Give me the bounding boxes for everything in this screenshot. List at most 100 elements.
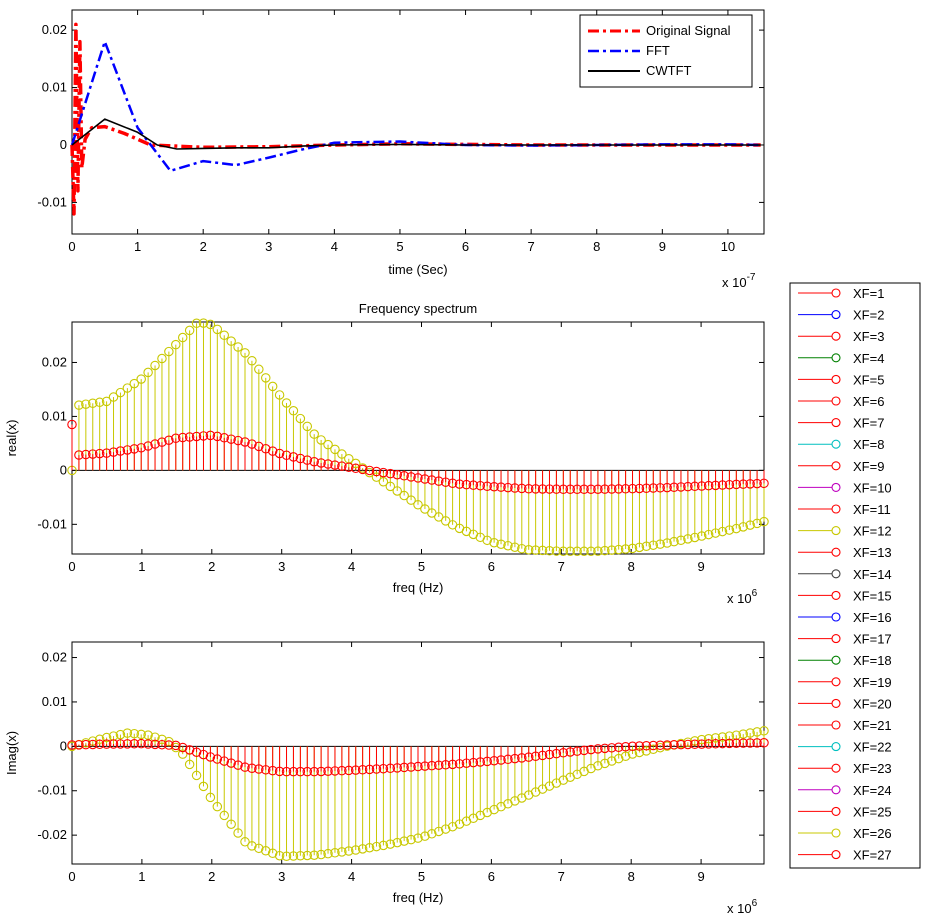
series-group (67, 726, 769, 862)
real-spectrum-plot: Frequency spectrum 0 1 2 3 4 5 6 7 8 9-0.0100.010… (4, 301, 769, 606)
stem-marker (475, 757, 486, 767)
y-tick-label: 0.02 (42, 354, 67, 369)
legend-entry-xf-21: XF=21 (798, 718, 892, 733)
legend-label-fft: FFT (646, 43, 670, 58)
legend-label: XF=17 (853, 632, 892, 647)
stem-marker (683, 481, 693, 492)
stem-marker (115, 729, 126, 740)
stem-marker (510, 483, 520, 493)
x-tick-label: 6 (488, 559, 495, 574)
stem-marker (496, 539, 506, 549)
stem-marker (254, 843, 264, 854)
stem-marker (226, 434, 236, 444)
stem-marker (94, 448, 105, 459)
stem-marker (115, 739, 126, 749)
stem-marker (267, 381, 278, 392)
stem-marker (122, 383, 133, 393)
stem-marker (703, 529, 714, 540)
stem-marker (475, 480, 486, 491)
stem-marker (759, 738, 769, 748)
stem-marker (281, 450, 292, 461)
stem-marker (226, 819, 236, 829)
stem-marker (330, 460, 340, 470)
legend-swatch-marker (831, 850, 841, 860)
x-tick-label: 7 (528, 239, 535, 254)
stem-marker (350, 845, 361, 855)
stem-marker (219, 330, 229, 341)
stem-marker (641, 483, 652, 493)
stem-marker (641, 741, 652, 751)
chart-title: Frequency spectrum (359, 301, 478, 316)
x-tick-label: 9 (697, 869, 704, 884)
series-line-cwtft (71, 118, 761, 150)
stem-marker (150, 360, 160, 371)
stem-marker (171, 433, 181, 444)
stem-marker (212, 754, 223, 764)
stem-marker (482, 756, 492, 767)
stem-marker (330, 848, 340, 858)
stem-marker (247, 439, 257, 449)
stem-marker (427, 508, 437, 518)
stem-marker (572, 484, 582, 495)
stem-marker (655, 740, 665, 750)
stem-marker (240, 437, 250, 447)
x-tick-label: 6 (488, 869, 495, 884)
stem-marker (67, 740, 77, 750)
x-tick-label: 8 (628, 869, 635, 884)
stem-marker (94, 739, 105, 750)
stem-marker (94, 397, 105, 408)
x-tick-label: 5 (396, 239, 403, 254)
stem-marker (150, 439, 160, 449)
stem-marker (420, 831, 430, 841)
stem-marker (191, 747, 202, 757)
x-tick-label: 4 (331, 239, 338, 254)
stem-marker (177, 742, 188, 753)
x-tick-label: 7 (558, 869, 565, 884)
legend-swatch-marker (831, 612, 841, 622)
legend-label: XF=8 (853, 437, 884, 452)
legend-entry-xf-4: XF=4 (798, 351, 884, 366)
legend-swatch-marker (831, 310, 841, 320)
legend-entry-xf-18: XF=18 (798, 653, 892, 668)
stem-marker (274, 850, 285, 861)
stem-marker (558, 748, 569, 758)
legend-swatch-marker (831, 720, 841, 730)
stem-marker (212, 324, 223, 335)
legend-label-original-signal: Original Signal (646, 23, 731, 38)
legend-entry-xf-7: XF=7 (798, 416, 884, 431)
stem-marker (212, 801, 223, 812)
x-multiplier-base: x 10 (722, 275, 747, 290)
stem-marker (129, 444, 140, 454)
stem-marker (620, 484, 631, 494)
stem-marker (219, 756, 229, 766)
legend-swatch-marker (831, 461, 841, 471)
stem-marker (745, 738, 755, 748)
stem-marker (101, 396, 112, 407)
x-tick-label: 9 (659, 239, 666, 254)
legend-swatch-marker (831, 439, 841, 449)
y-tick-label: 0.02 (42, 650, 67, 665)
stem-marker (676, 739, 686, 750)
legend-entry-xf-16: XF=16 (798, 610, 892, 625)
stem-marker (710, 733, 721, 743)
stem-marker (648, 483, 659, 493)
stem-marker (198, 431, 209, 441)
stem-marker (413, 833, 423, 843)
x-tick-label: 7 (558, 559, 565, 574)
legend-entry-xf-25: XF=25 (798, 804, 892, 819)
x-tick-label: 8 (628, 559, 635, 574)
legend-entry-xf-2: XF=2 (798, 308, 884, 323)
stem-marker (496, 755, 506, 765)
stem-marker (316, 849, 326, 860)
legend-swatch-marker (831, 504, 841, 514)
legend-swatch-marker (831, 634, 841, 644)
stem-marker (337, 461, 347, 471)
stem-marker (184, 325, 195, 336)
stem-marker (191, 431, 202, 442)
stem-marker (613, 742, 624, 753)
x-multiplier-exponent: -7 (747, 272, 756, 283)
stem-marker (309, 456, 319, 467)
stem-marker (517, 543, 527, 554)
stem-marker (440, 824, 451, 834)
stem-marker (136, 729, 146, 740)
